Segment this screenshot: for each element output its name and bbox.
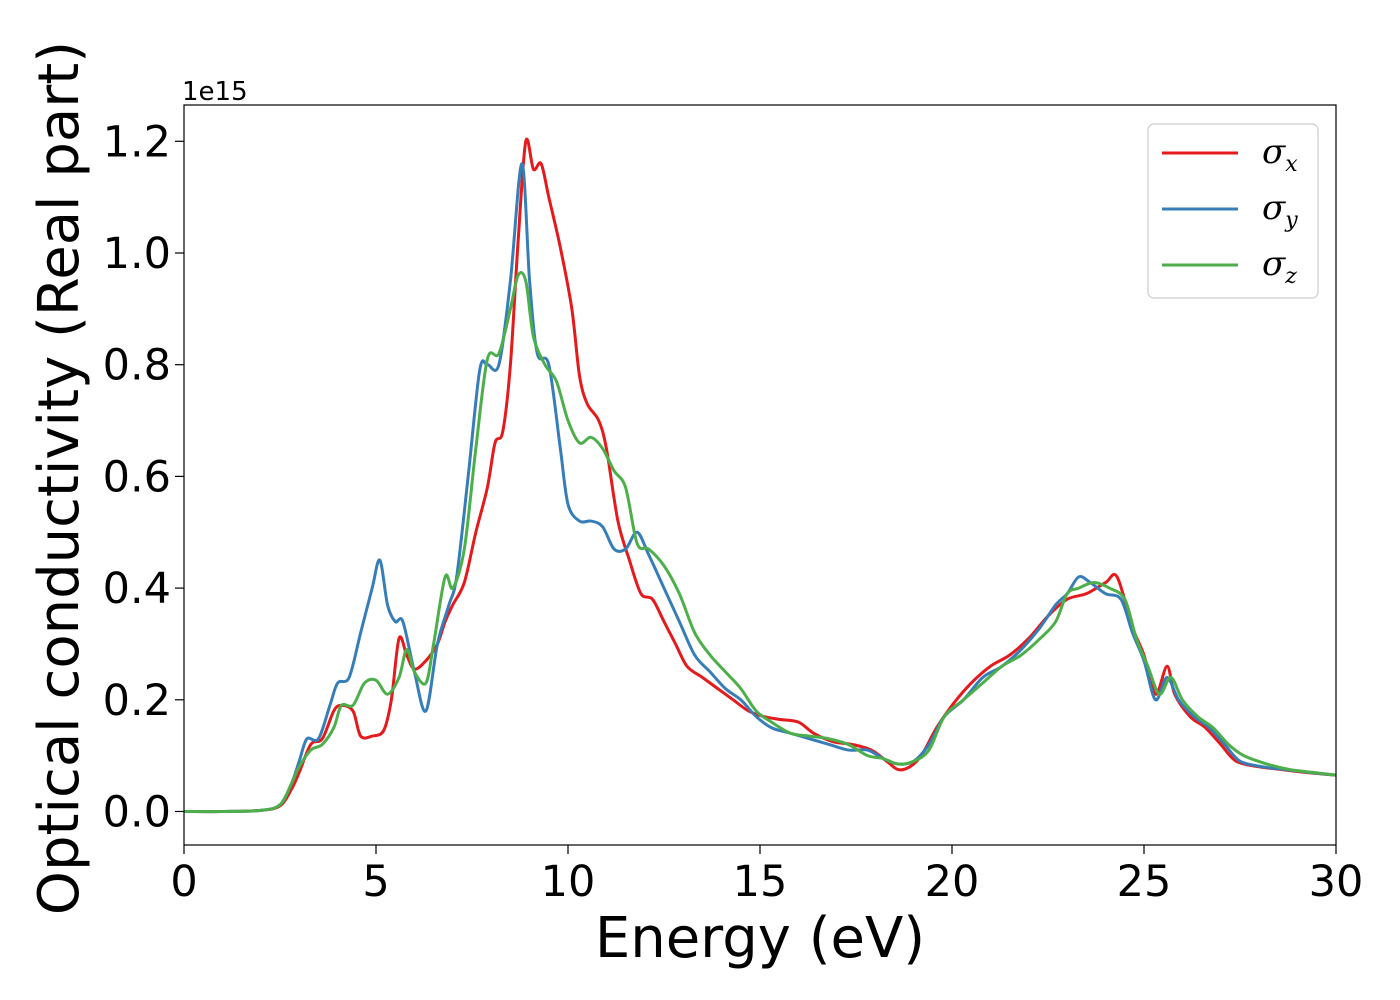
- legend: σx σy σz: [1147, 123, 1319, 299]
- series-line-sigma-z: [184, 271, 1336, 814]
- legend-label-sigma-y: σy: [1262, 188, 1298, 233]
- x-tick-label: 20: [925, 857, 980, 907]
- x-tick-label: 30: [1309, 857, 1364, 907]
- series-line-sigma-x: [184, 137, 1336, 814]
- x-axis-label: Energy (eV): [595, 906, 925, 971]
- legend-label-sigma-z: σz: [1262, 244, 1297, 289]
- x-tick-label: 15: [733, 857, 788, 907]
- x-tick-label: 0: [170, 857, 197, 907]
- y-tick-label: 0.2: [103, 676, 171, 726]
- legend-box: [1147, 123, 1319, 299]
- x-tick-label: 10: [541, 857, 596, 907]
- y-tick-label: 1.0: [103, 229, 171, 279]
- x-tick-label: 25: [1117, 857, 1172, 907]
- y-offset-label: 1e15: [182, 77, 248, 107]
- y-tick-label: 0.4: [103, 564, 171, 614]
- y-tick-label: 0.0: [103, 787, 171, 837]
- series-layer: [184, 137, 1336, 814]
- x-tick-label: 5: [362, 857, 389, 907]
- series-line-sigma-y: [184, 162, 1336, 814]
- y-tick-label: 0.8: [103, 341, 171, 391]
- x-axis: 0 5 10 15 20 25 30: [170, 845, 1363, 907]
- y-axis-label: Optical conductivity (Real part): [27, 41, 92, 915]
- y-axis: 0.0 0.2 0.4 0.6 0.8 1.0 1.2: [103, 117, 184, 837]
- legend-label-sigma-x: σx: [1262, 132, 1298, 177]
- y-tick-label: 1.2: [103, 117, 171, 167]
- y-tick-label: 0.6: [103, 452, 171, 502]
